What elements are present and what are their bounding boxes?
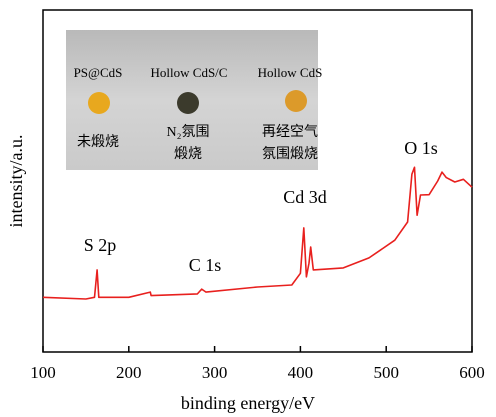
x-tick-label: 200 xyxy=(116,363,142,382)
chart: binding energy/eV intensity/a.u. S 2p C … xyxy=(0,0,496,417)
x-tick-label: 100 xyxy=(30,363,56,382)
sample-condition: 氛围煅烧 xyxy=(262,146,318,162)
sample-name: Hollow CdS/C xyxy=(151,65,228,80)
sample-condition: 煅烧 xyxy=(174,146,202,162)
x-tick-label: 500 xyxy=(373,363,399,382)
sample-condition: 未煅烧 xyxy=(77,134,119,150)
x-axis-label: binding energy/eV xyxy=(181,393,315,413)
x-tick-label: 600 xyxy=(459,363,485,382)
x-tick-label: 300 xyxy=(202,363,228,382)
sample-name: Hollow CdS xyxy=(258,65,323,80)
sample xyxy=(88,92,110,114)
annotation: O 1s xyxy=(404,138,438,158)
inset-photo: PS@CdS Hollow CdS/C Hollow CdS 未煅烧 N₂氛围 … xyxy=(66,30,322,170)
sample-condition: N₂氛围 xyxy=(167,124,210,140)
y-axis-label: intensity/a.u. xyxy=(6,135,26,228)
data-line xyxy=(43,167,472,299)
sample-condition: 再经空气 xyxy=(262,124,318,140)
sample xyxy=(285,90,307,112)
x-tick-label: 400 xyxy=(288,363,314,382)
annotation: C 1s xyxy=(189,255,222,275)
annotation: Cd 3d xyxy=(283,187,327,207)
sample-name: PS@CdS xyxy=(74,65,123,80)
sample xyxy=(177,92,199,114)
annotation: S 2p xyxy=(84,235,117,255)
